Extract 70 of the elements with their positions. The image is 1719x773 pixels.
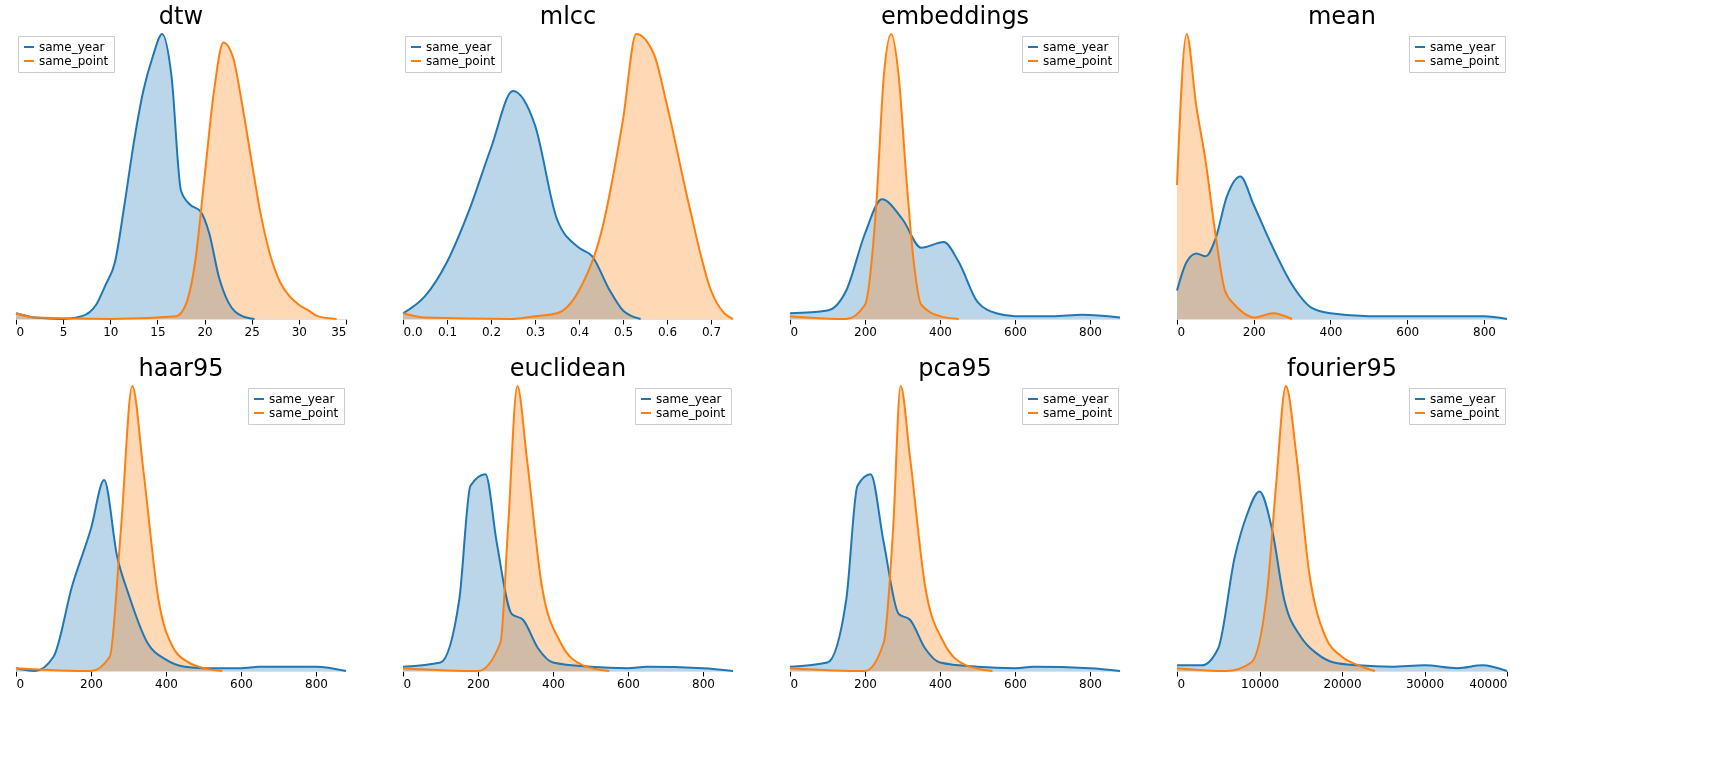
- x-tick-label: 0.6: [657, 324, 678, 339]
- x-tick-label: 0.2: [481, 324, 502, 339]
- legend-label: same_point: [1430, 406, 1500, 420]
- x-tick-label: 600: [1396, 324, 1420, 339]
- legend-label: same_year: [39, 40, 105, 54]
- x-tick-label: 10: [103, 324, 119, 339]
- x-tick-label: 800: [1079, 676, 1102, 691]
- legend-label: same_point: [426, 54, 496, 68]
- x-tick-label: 200: [1242, 324, 1266, 339]
- x-tick-label: 800: [692, 676, 715, 691]
- x-tick-label: 20: [197, 324, 213, 339]
- x-tick-label: 0.1: [437, 324, 458, 339]
- x-tick-label: 30000: [1405, 676, 1445, 691]
- x-tick-label: 0: [16, 676, 25, 691]
- x-tick-label: 0: [790, 324, 799, 339]
- x-tick-label: 0.7: [701, 324, 722, 339]
- legend-label: same_point: [1430, 54, 1500, 68]
- x-tick-label: 200: [80, 676, 103, 691]
- legend-label: same_point: [656, 406, 726, 420]
- x-tick-label: 400: [155, 676, 178, 691]
- x-tick-label: 30: [291, 324, 307, 339]
- legend-label: same_year: [656, 392, 722, 406]
- x-tick-label: 5: [59, 324, 68, 339]
- chart-title: mlcc: [539, 2, 597, 30]
- x-tick-label: 0: [403, 676, 412, 691]
- legend-label: same_point: [1043, 406, 1113, 420]
- x-tick-label: 0: [1177, 324, 1186, 339]
- chart-title: embeddings: [880, 2, 1030, 30]
- x-tick-label: 600: [1004, 676, 1027, 691]
- legend-label: same_year: [1043, 40, 1109, 54]
- x-tick-label: 800: [305, 676, 328, 691]
- x-tick-label: 0.0: [403, 324, 423, 339]
- chart-title: pca95: [918, 354, 992, 382]
- legend-label: same_year: [426, 40, 492, 54]
- x-tick-label: 400: [929, 324, 952, 339]
- x-tick-label: 600: [617, 676, 640, 691]
- chart-title: fourier95: [1286, 354, 1398, 382]
- x-tick-label: 0: [16, 324, 25, 339]
- chart-title: mean: [1307, 2, 1377, 30]
- x-tick-label: 600: [230, 676, 253, 691]
- x-tick-label: 0: [1177, 676, 1186, 691]
- x-tick-label: 600: [1004, 324, 1027, 339]
- x-tick-label: 20000: [1323, 676, 1362, 691]
- x-tick-label: 35: [331, 324, 347, 339]
- legend-label: same_year: [269, 392, 335, 406]
- legend-label: same_point: [269, 406, 339, 420]
- legend-label: same_year: [1043, 392, 1109, 406]
- x-tick-label: 15: [150, 324, 166, 339]
- chart-title: haar95: [138, 354, 224, 382]
- legend-label: same_point: [39, 54, 109, 68]
- legend-label: same_year: [1430, 392, 1496, 406]
- x-tick-label: 200: [854, 324, 877, 339]
- x-tick-label: 0.3: [525, 324, 546, 339]
- chart-title: dtw: [158, 2, 204, 30]
- x-tick-label: 200: [854, 676, 877, 691]
- x-tick-label: 0.5: [613, 324, 634, 339]
- x-tick-label: 400: [929, 676, 952, 691]
- x-tick-label: 0.4: [569, 324, 590, 339]
- chart-title: euclidean: [509, 354, 627, 382]
- x-tick-label: 40000: [1469, 676, 1508, 691]
- x-tick-label: 0: [790, 676, 799, 691]
- legend-label: same_point: [1043, 54, 1113, 68]
- x-tick-label: 800: [1473, 324, 1496, 339]
- x-tick-label: 400: [1319, 324, 1343, 339]
- x-tick-label: 400: [542, 676, 565, 691]
- x-tick-label: 200: [467, 676, 490, 691]
- legend-label: same_year: [1430, 40, 1496, 54]
- x-tick-label: 10000: [1240, 676, 1280, 691]
- x-tick-label: 800: [1079, 324, 1102, 339]
- x-tick-label: 25: [244, 324, 260, 339]
